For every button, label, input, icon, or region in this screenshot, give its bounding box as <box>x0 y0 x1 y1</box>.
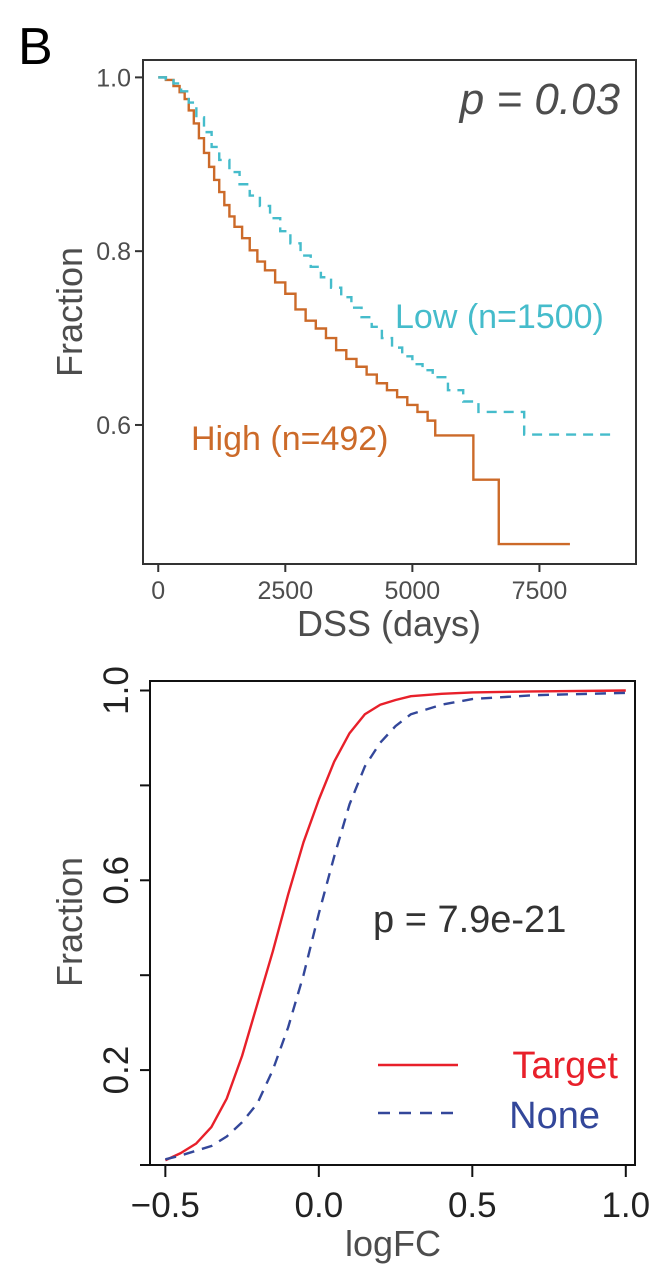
y-tick-label-cdf: 0.6 <box>97 856 136 905</box>
series-label-high: High (n=492) <box>191 420 389 458</box>
legend-label-none: None <box>509 1095 600 1137</box>
x-tick-label-survival: 0 <box>151 577 165 605</box>
x-tick-label-cdf: 0.0 <box>295 1186 344 1225</box>
series-line-none <box>165 691 626 1161</box>
plot-border-survival <box>142 59 637 565</box>
x-tick-label-cdf: 0.5 <box>448 1186 497 1225</box>
x-axis-label-survival: DSS (days) <box>297 603 481 644</box>
x-tick-label-cdf: 1.0 <box>601 1186 650 1225</box>
x-tick-label-survival: 2500 <box>257 577 313 605</box>
y-tick-label-survival: 0.6 <box>96 412 131 440</box>
chart-cdf: 0.2 0.6 1.0 −0.5 0.0 0.5 1.0 p = 7.9e-21 Targ… <box>49 666 650 1264</box>
y-tick-label-survival: 1.0 <box>96 64 131 92</box>
p-value-survival: p = 0.03 <box>458 75 621 124</box>
chart-survival: 0.6 0.8 1.0 0 2500 5000 7500 p = 0.03 Low (n=… <box>49 59 637 644</box>
series-line-low <box>158 76 611 436</box>
x-axis-survival: 0 2500 5000 7500 <box>151 564 567 605</box>
x-tick-label-survival: 7500 <box>512 577 568 605</box>
x-tick-label-survival: 5000 <box>385 577 441 605</box>
y-axis-label-cdf: Fraction <box>49 857 90 987</box>
x-tick-label-cdf: −0.5 <box>131 1186 200 1225</box>
x-axis-cdf: −0.5 0.0 0.5 1.0 <box>131 1165 650 1225</box>
x-axis-label-cdf: logFC <box>345 1223 441 1264</box>
series-line-target <box>164 689 626 1162</box>
y-axis-cdf: 0.2 0.6 1.0 <box>97 666 150 1166</box>
y-axis-label-survival: Fraction <box>49 247 90 377</box>
series-label-low: Low (n=1500) <box>395 298 604 336</box>
plot-border-cdf <box>149 680 636 1166</box>
y-tick-label-cdf: 0.2 <box>97 1046 136 1095</box>
series-lines-cdf <box>164 689 626 1162</box>
legend-label-target: Target <box>512 1045 618 1087</box>
series-line-high <box>158 76 570 546</box>
p-value-cdf: p = 7.9e-21 <box>373 899 566 941</box>
series-lines-survival <box>158 76 611 546</box>
y-tick-label-cdf: 1.0 <box>97 666 136 715</box>
panel-label: B <box>18 18 53 76</box>
y-tick-label-survival: 0.8 <box>96 238 131 266</box>
y-axis-survival: 0.6 0.8 1.0 <box>96 64 143 440</box>
